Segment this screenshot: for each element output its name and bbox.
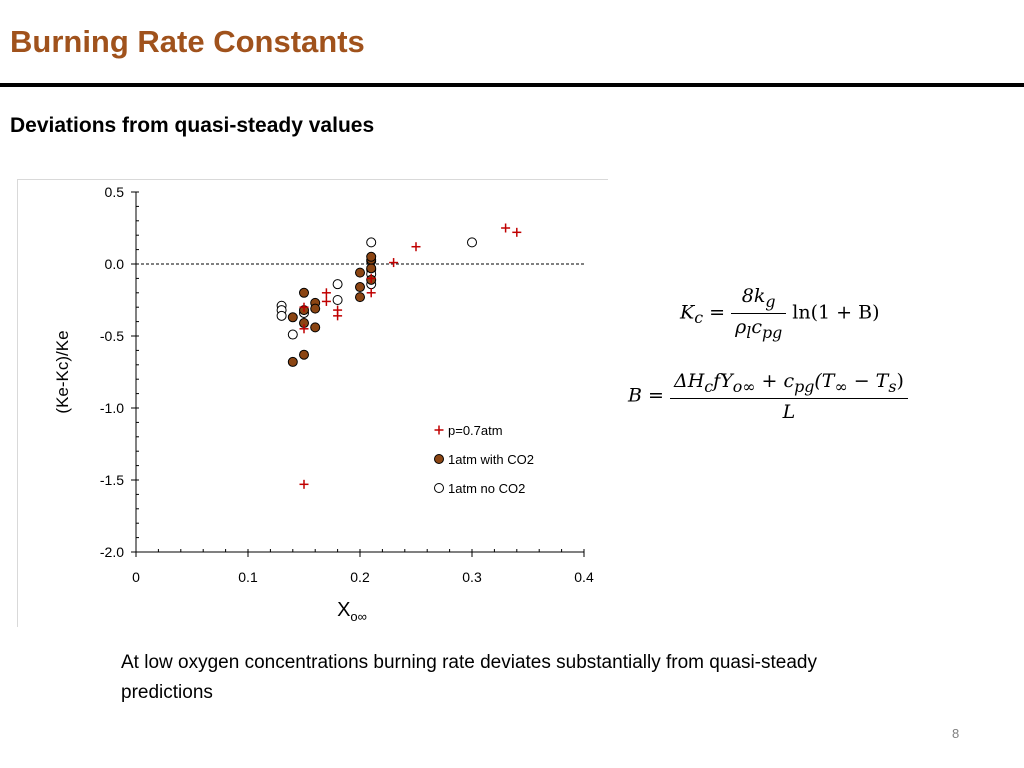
data-point-plus [512,227,522,237]
x-tick-label: 0 [132,569,140,585]
data-point-plus [299,324,309,334]
y-tick-label: 0.0 [105,256,125,272]
page-number: 8 [952,726,960,741]
b-num-sub-oinf: o∞ [732,376,756,396]
y-tick-label: -0.5 [100,328,124,344]
data-point-plus [366,288,376,298]
legend-marker-open-circle [434,483,444,493]
data-point-plus [321,296,331,306]
b-num-t: (T [814,370,835,392]
x-tick-label: 0.1 [238,569,258,585]
x-tick-label: 0.3 [462,569,482,585]
slide-subtitle: Deviations from quasi-steady values [10,114,375,137]
kc-den-rho: ρ [735,315,747,338]
b-lhs: B [628,384,642,407]
legend-label: 1atm no CO2 [448,481,525,496]
b-num-close: ) [896,370,904,392]
b-num-fy: fY [713,370,733,392]
legend-label: p=0.7atm [448,423,503,438]
chart-svg: 0.5 0.0 -0.5 -1.0 -1.5 -2.0 0 0.1 0.2 0.3 0.4 Xo∞ (K… [53,184,594,624]
data-point-filled-circle [310,322,321,333]
data-point-filled-circle [355,292,365,303]
x-tick-label: 0.4 [574,569,594,585]
data-point-open-circle [287,329,298,340]
data-point-plus [333,311,343,321]
data-point-filled-circle [299,349,309,360]
data-point-open-circle [467,237,477,248]
data-point-open-circle [332,295,343,305]
b-formula: B = ΔHcfYo∞ + cpg(T∞ − Ts) L [628,370,908,423]
scatter-chart: 0.5 0.0 -0.5 -1.0 -1.5 -2.0 0 0.1 0.2 0.3 0.4 Xo∞ (K… [17,179,608,627]
kc-den-c-sub: pg [761,322,783,342]
b-num-sub-s: s [888,376,897,396]
b-num-sub-c: c [704,376,714,396]
kc-den-c: c [751,315,762,338]
x-axis-label: Xo∞ [337,599,367,624]
data-point-filled-circle [355,267,365,278]
b-denominator: L [782,400,796,423]
data-point-plus [411,242,421,252]
kc-tail: ln(1 + B) [792,301,880,324]
b-num-plus-c: + c [761,370,795,392]
y-tick-label: 0.5 [105,184,125,200]
body-text: At low oxygen concentrations burning rat… [121,652,817,703]
kc-numerator-sub: g [765,291,776,311]
b-num-sub-pg: pg [794,376,815,396]
data-point-plus [501,223,511,233]
data-point-filled-circle [366,263,377,274]
b-num-sub-inf: ∞ [834,376,848,396]
y-tick-label: -2.0 [100,544,124,560]
legend-marker-plus [434,425,444,435]
kc-equals: = [709,301,726,324]
data-point-plus [389,258,399,268]
kc-fraction: 8kg ρlcpg [731,285,787,342]
data-point-filled-circle [287,312,298,323]
y-tick-label: -1.0 [100,400,124,416]
x-tick-label: 0.2 [350,569,370,585]
data-point-filled-circle [299,287,309,298]
slide-title: Burning Rate Constants [10,24,365,59]
data-point-open-circle [366,237,377,248]
data-point-filled-circle [287,356,298,367]
kc-formula: Kc = 8kg ρlcpg ln(1 + B) [680,285,880,342]
data-point-plus [299,479,309,489]
b-equals: = [648,384,664,407]
data-point-filled-circle [366,251,377,262]
b-fraction: ΔHcfYo∞ + cpg(T∞ − Ts) L [669,370,908,423]
legend-label: 1atm with CO2 [448,452,534,467]
data-point-filled-circle [355,282,365,293]
kc-den-rho-sub: l [746,322,752,342]
b-num-minus-t: − T [847,370,889,392]
kc-lhs: K [680,301,695,324]
b-num-dh: ΔH [673,370,705,392]
data-point-plus [299,302,309,312]
data-point-plus [366,273,376,283]
y-axis-label: (Ke-Kc)/Ke [53,330,72,413]
title-rule [0,83,1024,87]
data-point-open-circle [276,310,287,321]
kc-lhs-sub: c [694,308,704,328]
y-tick-label: -1.5 [100,472,124,488]
legend-marker-filled-circle [434,454,444,464]
kc-numerator: 8k [741,285,766,307]
data-point-filled-circle [310,303,321,314]
data-point-plus [321,288,331,298]
data-point-open-circle [332,279,343,290]
